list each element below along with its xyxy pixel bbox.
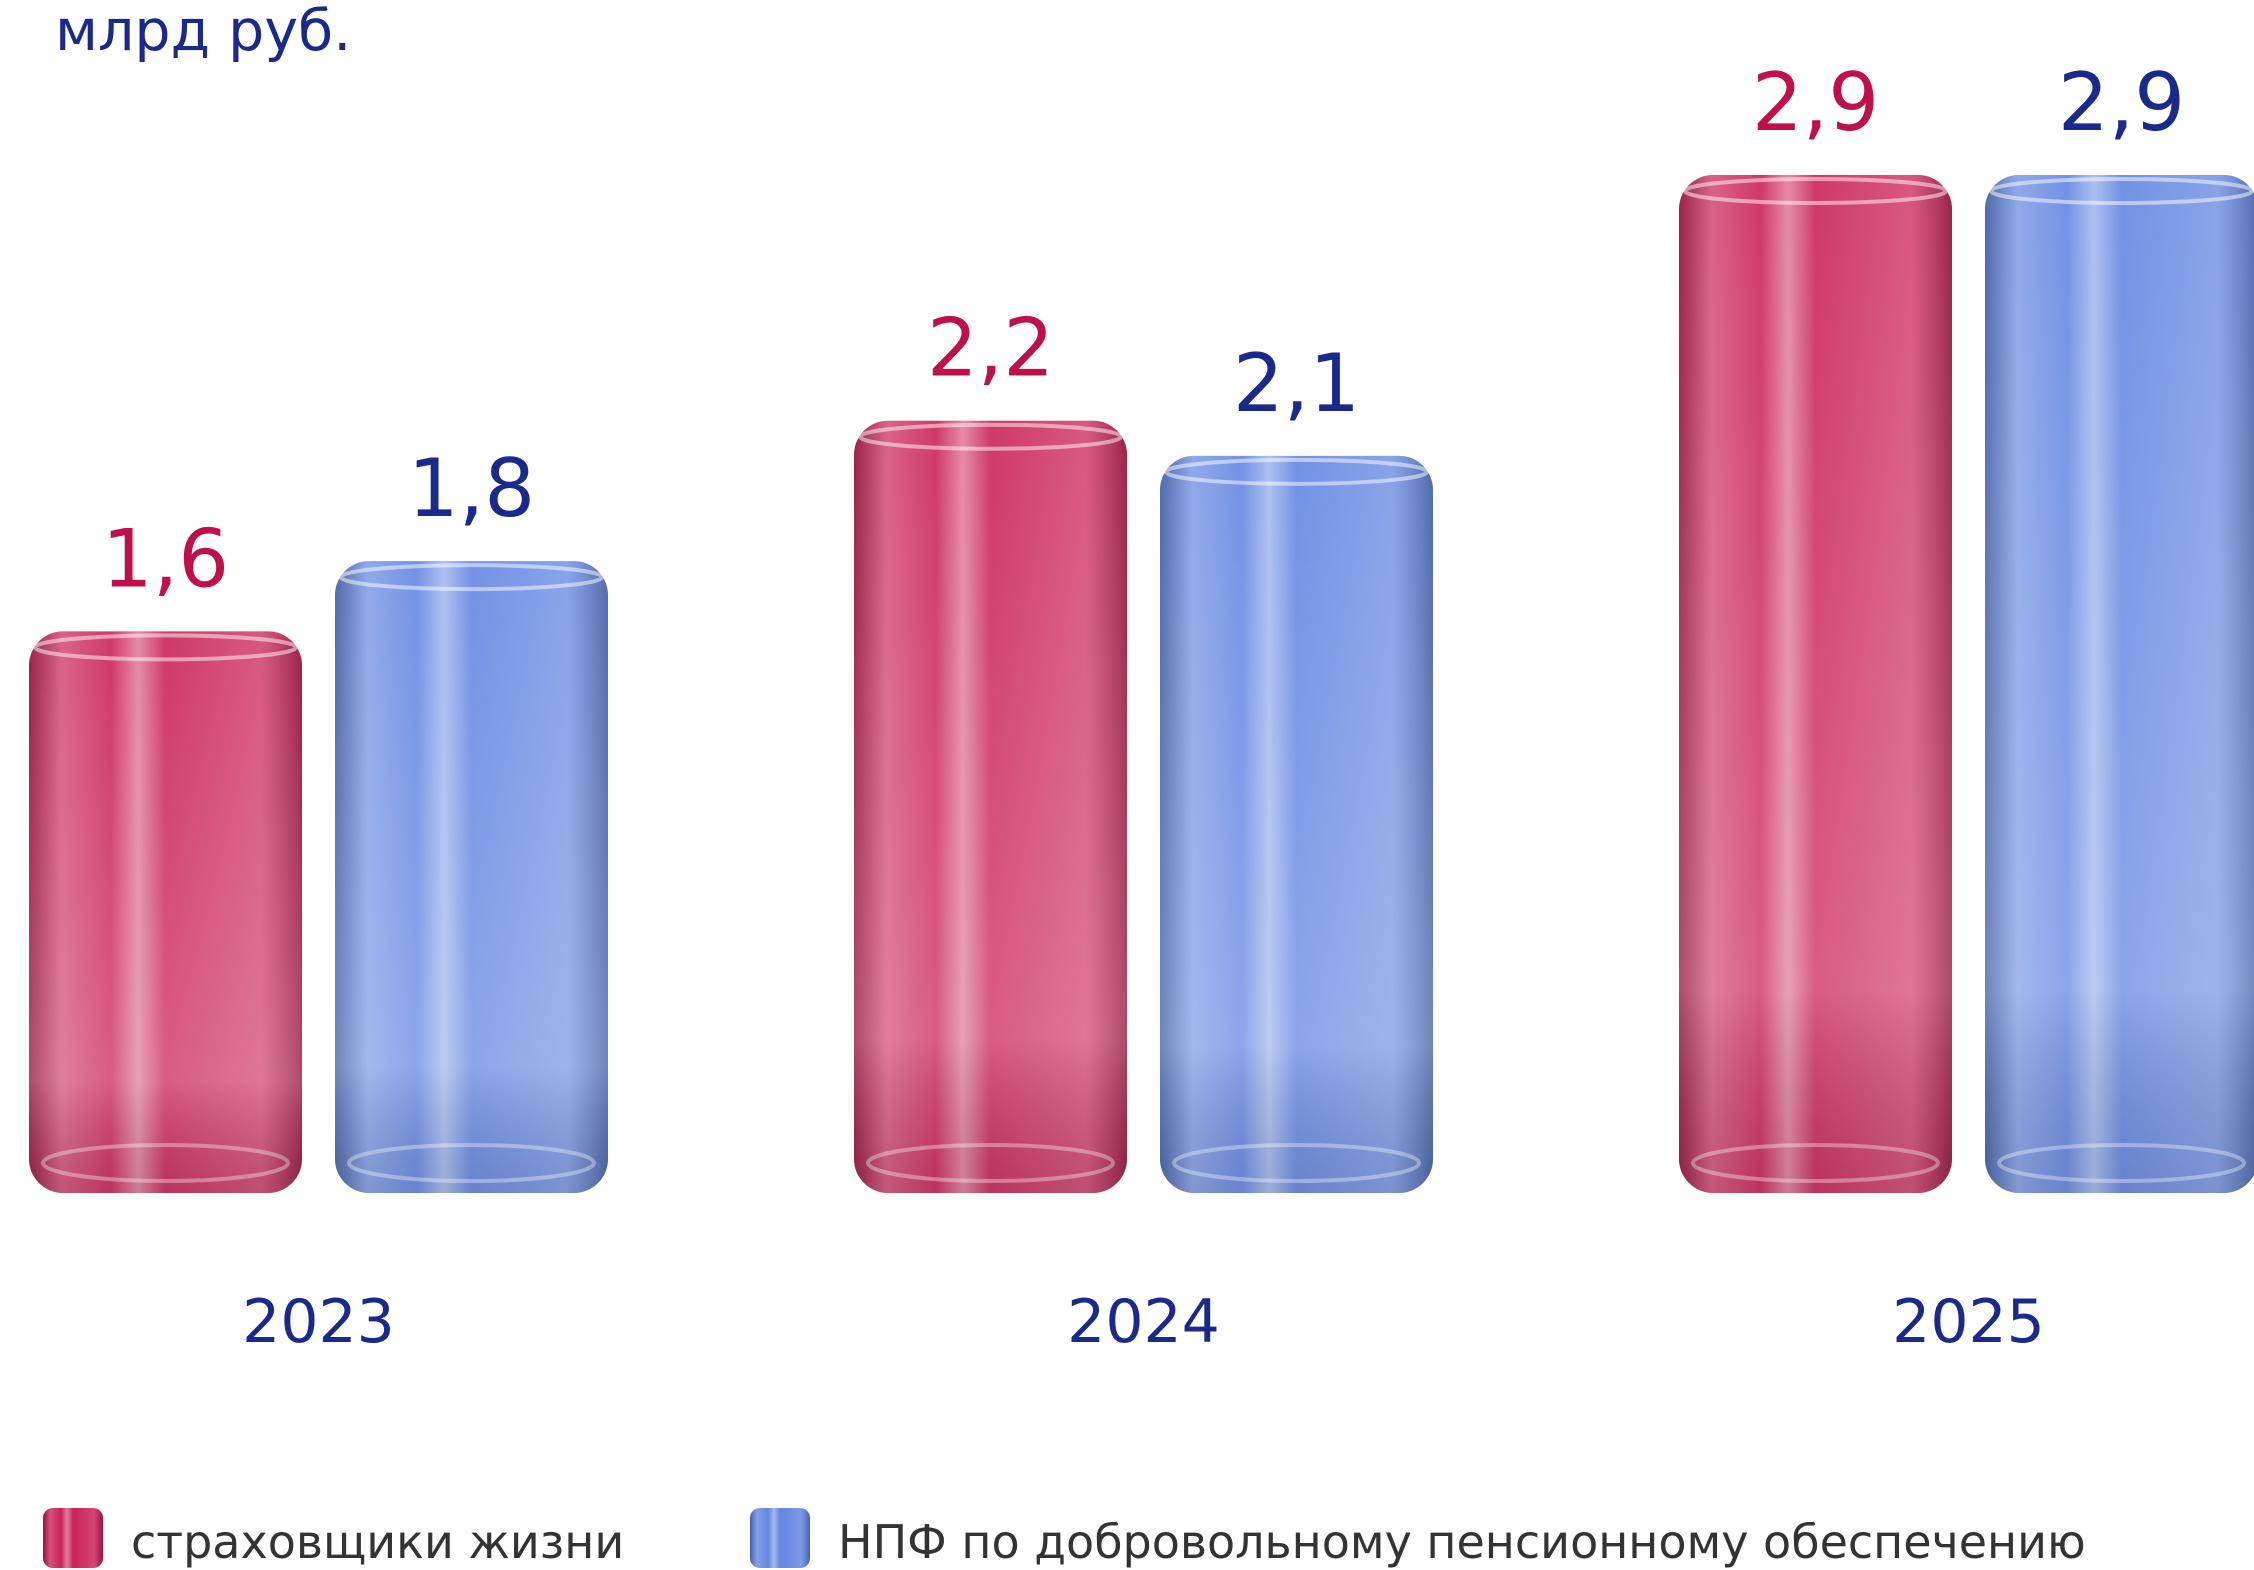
legend-swatch-shine xyxy=(750,1508,810,1568)
bar-rim xyxy=(1989,177,2254,205)
value-label: 2,9 xyxy=(1752,56,1879,149)
bar-rim xyxy=(1164,457,1429,486)
bar-rim xyxy=(339,563,604,592)
bar-bottom xyxy=(347,1143,596,1183)
legend-swatch-shine xyxy=(43,1508,103,1568)
bar-fade xyxy=(1985,175,2254,1193)
x-tick-label: 2024 xyxy=(1067,1287,1220,1357)
bar-bottom xyxy=(866,1143,1115,1183)
value-label: 2,9 xyxy=(2058,56,2185,149)
value-label: 2,1 xyxy=(1233,337,1360,430)
bar-fade xyxy=(854,420,1127,1194)
bar-rim xyxy=(33,633,298,662)
legend-label: страховщики жизни xyxy=(131,1515,624,1569)
subtitle: млрд руб. xyxy=(55,0,351,64)
bar-fade xyxy=(29,631,302,1193)
bar-bottom xyxy=(1997,1143,2246,1183)
bar-rim xyxy=(858,422,1123,451)
bar-fade xyxy=(1679,175,1952,1193)
bar-fade xyxy=(1160,455,1433,1193)
bar-bottom xyxy=(1691,1143,1940,1183)
value-label: 2,2 xyxy=(927,302,1054,395)
legend-label: НПФ по добровольному пенсионному обеспеч… xyxy=(838,1515,2086,1569)
value-label: 1,6 xyxy=(102,512,229,605)
bar-fade xyxy=(335,561,608,1193)
x-tick-label: 2023 xyxy=(242,1287,395,1357)
bar-rim xyxy=(1683,177,1948,205)
x-tick-label: 2025 xyxy=(1892,1287,2045,1357)
bar-bottom xyxy=(1172,1143,1421,1183)
bar-bottom xyxy=(41,1143,290,1183)
value-label: 1,8 xyxy=(408,442,535,535)
